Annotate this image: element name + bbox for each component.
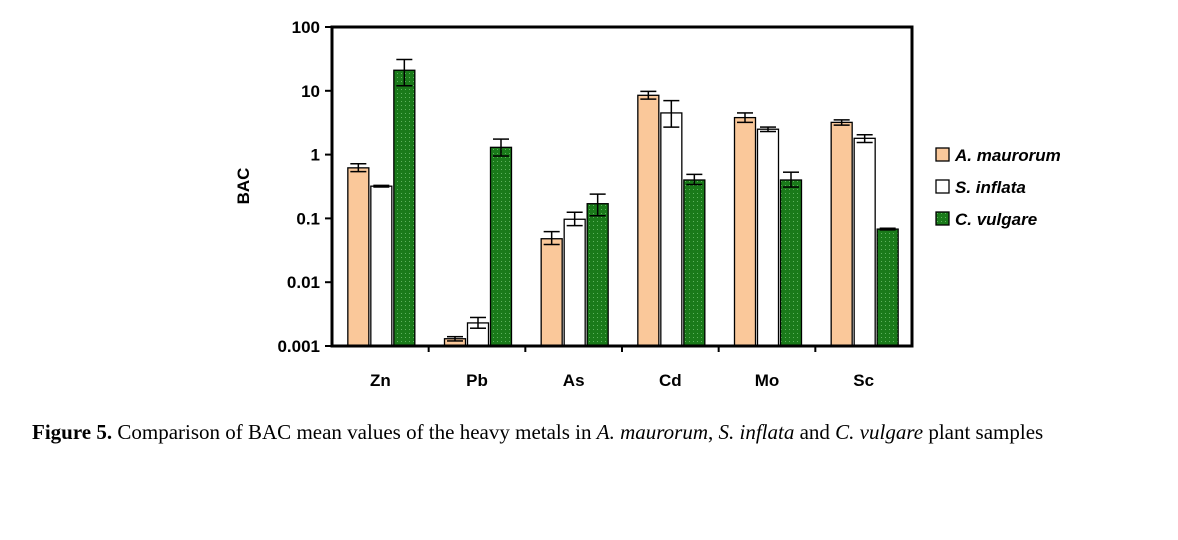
figure-caption: Figure 5. Comparison of BAC mean values …: [32, 418, 1092, 446]
caption-species-1: A. maurorum: [596, 420, 708, 444]
bar: [489, 146, 513, 347]
y-axis-ticks: 0.001 0.01 0.1 1 10 100: [277, 18, 332, 356]
x-tick-label: Zn: [370, 371, 391, 390]
legend: A. maurorum S. inflata C. vulgare: [935, 146, 1061, 229]
legend-swatch: [935, 179, 950, 194]
legend-label: S. inflata: [955, 178, 1026, 197]
y-tick-label: 0.1: [296, 209, 320, 228]
bar: [779, 179, 803, 347]
legend-label: C. vulgare: [955, 210, 1037, 229]
x-tick-label: Mo: [755, 371, 780, 390]
caption-text-4: plant samples: [923, 420, 1044, 444]
y-tick-label: 1: [311, 146, 320, 165]
y-tick-label: 10: [301, 82, 320, 101]
bar: [347, 167, 370, 347]
bar: [660, 112, 683, 347]
bars: [347, 69, 899, 347]
legend-label: A. maurorum: [954, 146, 1061, 165]
y-tick-label: 0.001: [277, 337, 320, 356]
caption-species-2: S. inflata: [718, 420, 795, 444]
bar: [756, 128, 780, 347]
bar: [876, 228, 899, 347]
x-axis-ticks: Zn Pb As Cd Mo Sc: [370, 346, 874, 390]
bar: [586, 203, 609, 347]
caption-text-1: Comparison of BAC mean values of the hea…: [112, 420, 597, 444]
bar: [393, 69, 416, 347]
bar: [637, 94, 660, 347]
x-tick-label: As: [563, 371, 585, 390]
caption-text-3: and: [794, 420, 836, 444]
y-tick-label: 0.01: [287, 273, 320, 292]
y-axis-label: BAC: [234, 168, 253, 205]
bar: [853, 137, 876, 347]
legend-swatch: [935, 211, 950, 226]
legend-swatch: [935, 147, 950, 162]
bar: [733, 116, 757, 347]
y-tick-label: 100: [292, 18, 320, 37]
x-tick-label: Cd: [659, 371, 682, 390]
bar: [830, 121, 853, 347]
bac-bar-chart: 0.001 0.01 0.1 1 10 100 Zn Pb As Cd Mo Sc BAC A. m…: [234, 18, 1061, 390]
caption-species-3: C. vulgare: [835, 420, 924, 444]
plot-area-frame: [330, 25, 914, 348]
x-tick-label: Pb: [466, 371, 488, 390]
bar: [563, 218, 586, 347]
bar: [683, 179, 706, 347]
x-tick-label: Sc: [853, 371, 874, 390]
caption-text-2: ,: [708, 420, 719, 444]
bar: [370, 185, 393, 347]
error-bars: [350, 58, 896, 342]
caption-label: Figure 5.: [32, 420, 113, 444]
bar: [540, 238, 563, 347]
